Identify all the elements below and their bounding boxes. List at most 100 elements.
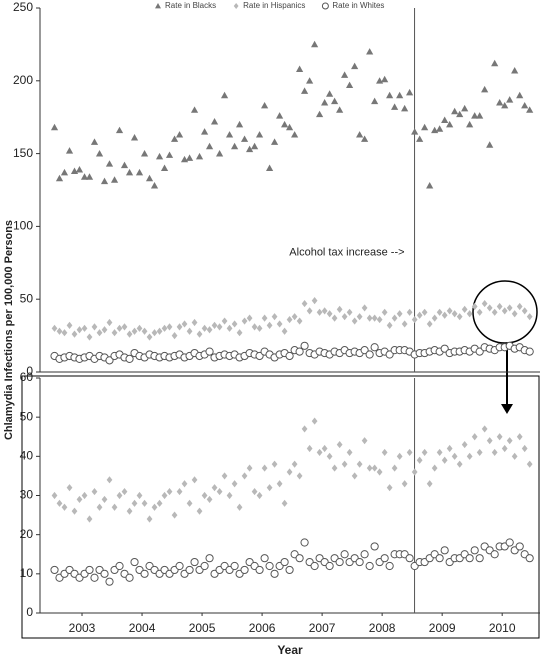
legend-label: Rate in Whites [332, 1, 384, 10]
marker-diamond [331, 314, 338, 322]
marker-triangle [491, 59, 499, 67]
marker-diamond [386, 484, 393, 492]
y-tick-label: 50 [20, 291, 34, 305]
marker-circle [205, 347, 214, 356]
marker-circle [370, 343, 379, 352]
marker-triangle [471, 112, 479, 119]
marker-circle [255, 351, 264, 361]
marker-triangle [270, 138, 279, 145]
marker-circle [340, 550, 349, 559]
y-tick-label: 50 [20, 409, 34, 423]
marker-triangle [280, 120, 289, 128]
marker-diamond [96, 503, 103, 511]
marker-diamond [266, 321, 273, 330]
marker-triangle [265, 164, 274, 172]
marker-diamond [456, 313, 463, 321]
marker-diamond [216, 487, 223, 496]
marker-circle [255, 565, 264, 575]
marker-diamond [446, 307, 453, 315]
marker-diamond [411, 315, 418, 324]
marker-diamond [296, 472, 303, 480]
marker-triangle [315, 110, 324, 118]
marker-triangle [311, 40, 319, 48]
x-axis-label: Year [277, 643, 303, 657]
marker-diamond [486, 304, 493, 312]
marker-diamond [166, 323, 173, 331]
marker-triangle [521, 101, 529, 109]
marker-diamond [91, 323, 98, 331]
marker-diamond [101, 495, 108, 504]
marker-triangle [511, 67, 519, 74]
marker-triangle [426, 182, 434, 189]
marker-circle [105, 356, 114, 365]
marker-triangle [110, 176, 119, 183]
marker-diamond [441, 456, 448, 464]
marker-triangle [225, 131, 234, 138]
marker-triangle [100, 177, 109, 185]
marker-diamond [161, 491, 168, 500]
marker-diamond [301, 425, 308, 433]
marker-diamond [476, 308, 483, 316]
marker-diamond [426, 320, 433, 328]
marker-diamond [86, 515, 93, 523]
marker-diamond [351, 317, 358, 325]
marker-diamond [271, 460, 278, 468]
marker-diamond [186, 499, 193, 507]
marker-triangle [451, 107, 459, 115]
marker-triangle [125, 168, 134, 176]
marker-diamond [241, 472, 248, 480]
marker-diamond [76, 326, 83, 334]
marker-circle [360, 346, 369, 355]
marker-triangle [75, 166, 84, 173]
marker-diamond [521, 307, 528, 315]
marker-diamond [446, 444, 453, 453]
marker-triangle [296, 65, 304, 73]
marker-diamond [341, 460, 348, 468]
marker-diamond [526, 313, 533, 321]
marker-diamond [176, 487, 183, 496]
marker-circle [85, 565, 94, 575]
marker-diamond [231, 320, 238, 328]
y-tick-label: 30 [20, 488, 34, 502]
marker-diamond [146, 333, 153, 341]
marker-triangle [336, 106, 344, 113]
marker-diamond [171, 332, 178, 340]
marker-diamond [391, 464, 398, 472]
marker-circle [125, 573, 134, 582]
marker-triangle [85, 173, 94, 180]
marker-circle [285, 565, 294, 575]
marker-circle [190, 557, 199, 567]
marker-triangle [210, 117, 219, 125]
marker-circle [365, 350, 374, 359]
marker-triangle [145, 174, 154, 182]
marker-diamond [86, 333, 93, 341]
marker-triangle [476, 112, 484, 119]
marker-diamond [276, 320, 283, 328]
marker-triangle [306, 77, 314, 84]
marker-circle [125, 354, 134, 363]
marker-circle [140, 569, 149, 578]
marker-diamond [191, 318, 198, 327]
marker-diamond [256, 491, 263, 500]
marker-diamond [506, 304, 513, 312]
marker-triangle [411, 128, 419, 135]
marker-circle [380, 554, 389, 563]
marker-diamond [61, 503, 68, 511]
marker-diamond [271, 313, 278, 321]
marker-diamond [306, 444, 313, 453]
marker-triangle [466, 120, 474, 128]
marker-diamond [406, 308, 413, 316]
marker-diamond [286, 315, 293, 324]
marker-diamond [51, 491, 58, 500]
legend-marker [155, 3, 161, 9]
marker-diamond [56, 499, 63, 507]
marker-diamond [491, 308, 498, 316]
y-tick-label: 10 [20, 566, 34, 580]
marker-triangle [330, 97, 339, 105]
marker-triangle [501, 101, 509, 109]
marker-diamond [521, 444, 528, 453]
marker-triangle [496, 99, 504, 106]
marker-diamond [161, 324, 168, 332]
marker-circle [185, 565, 194, 575]
